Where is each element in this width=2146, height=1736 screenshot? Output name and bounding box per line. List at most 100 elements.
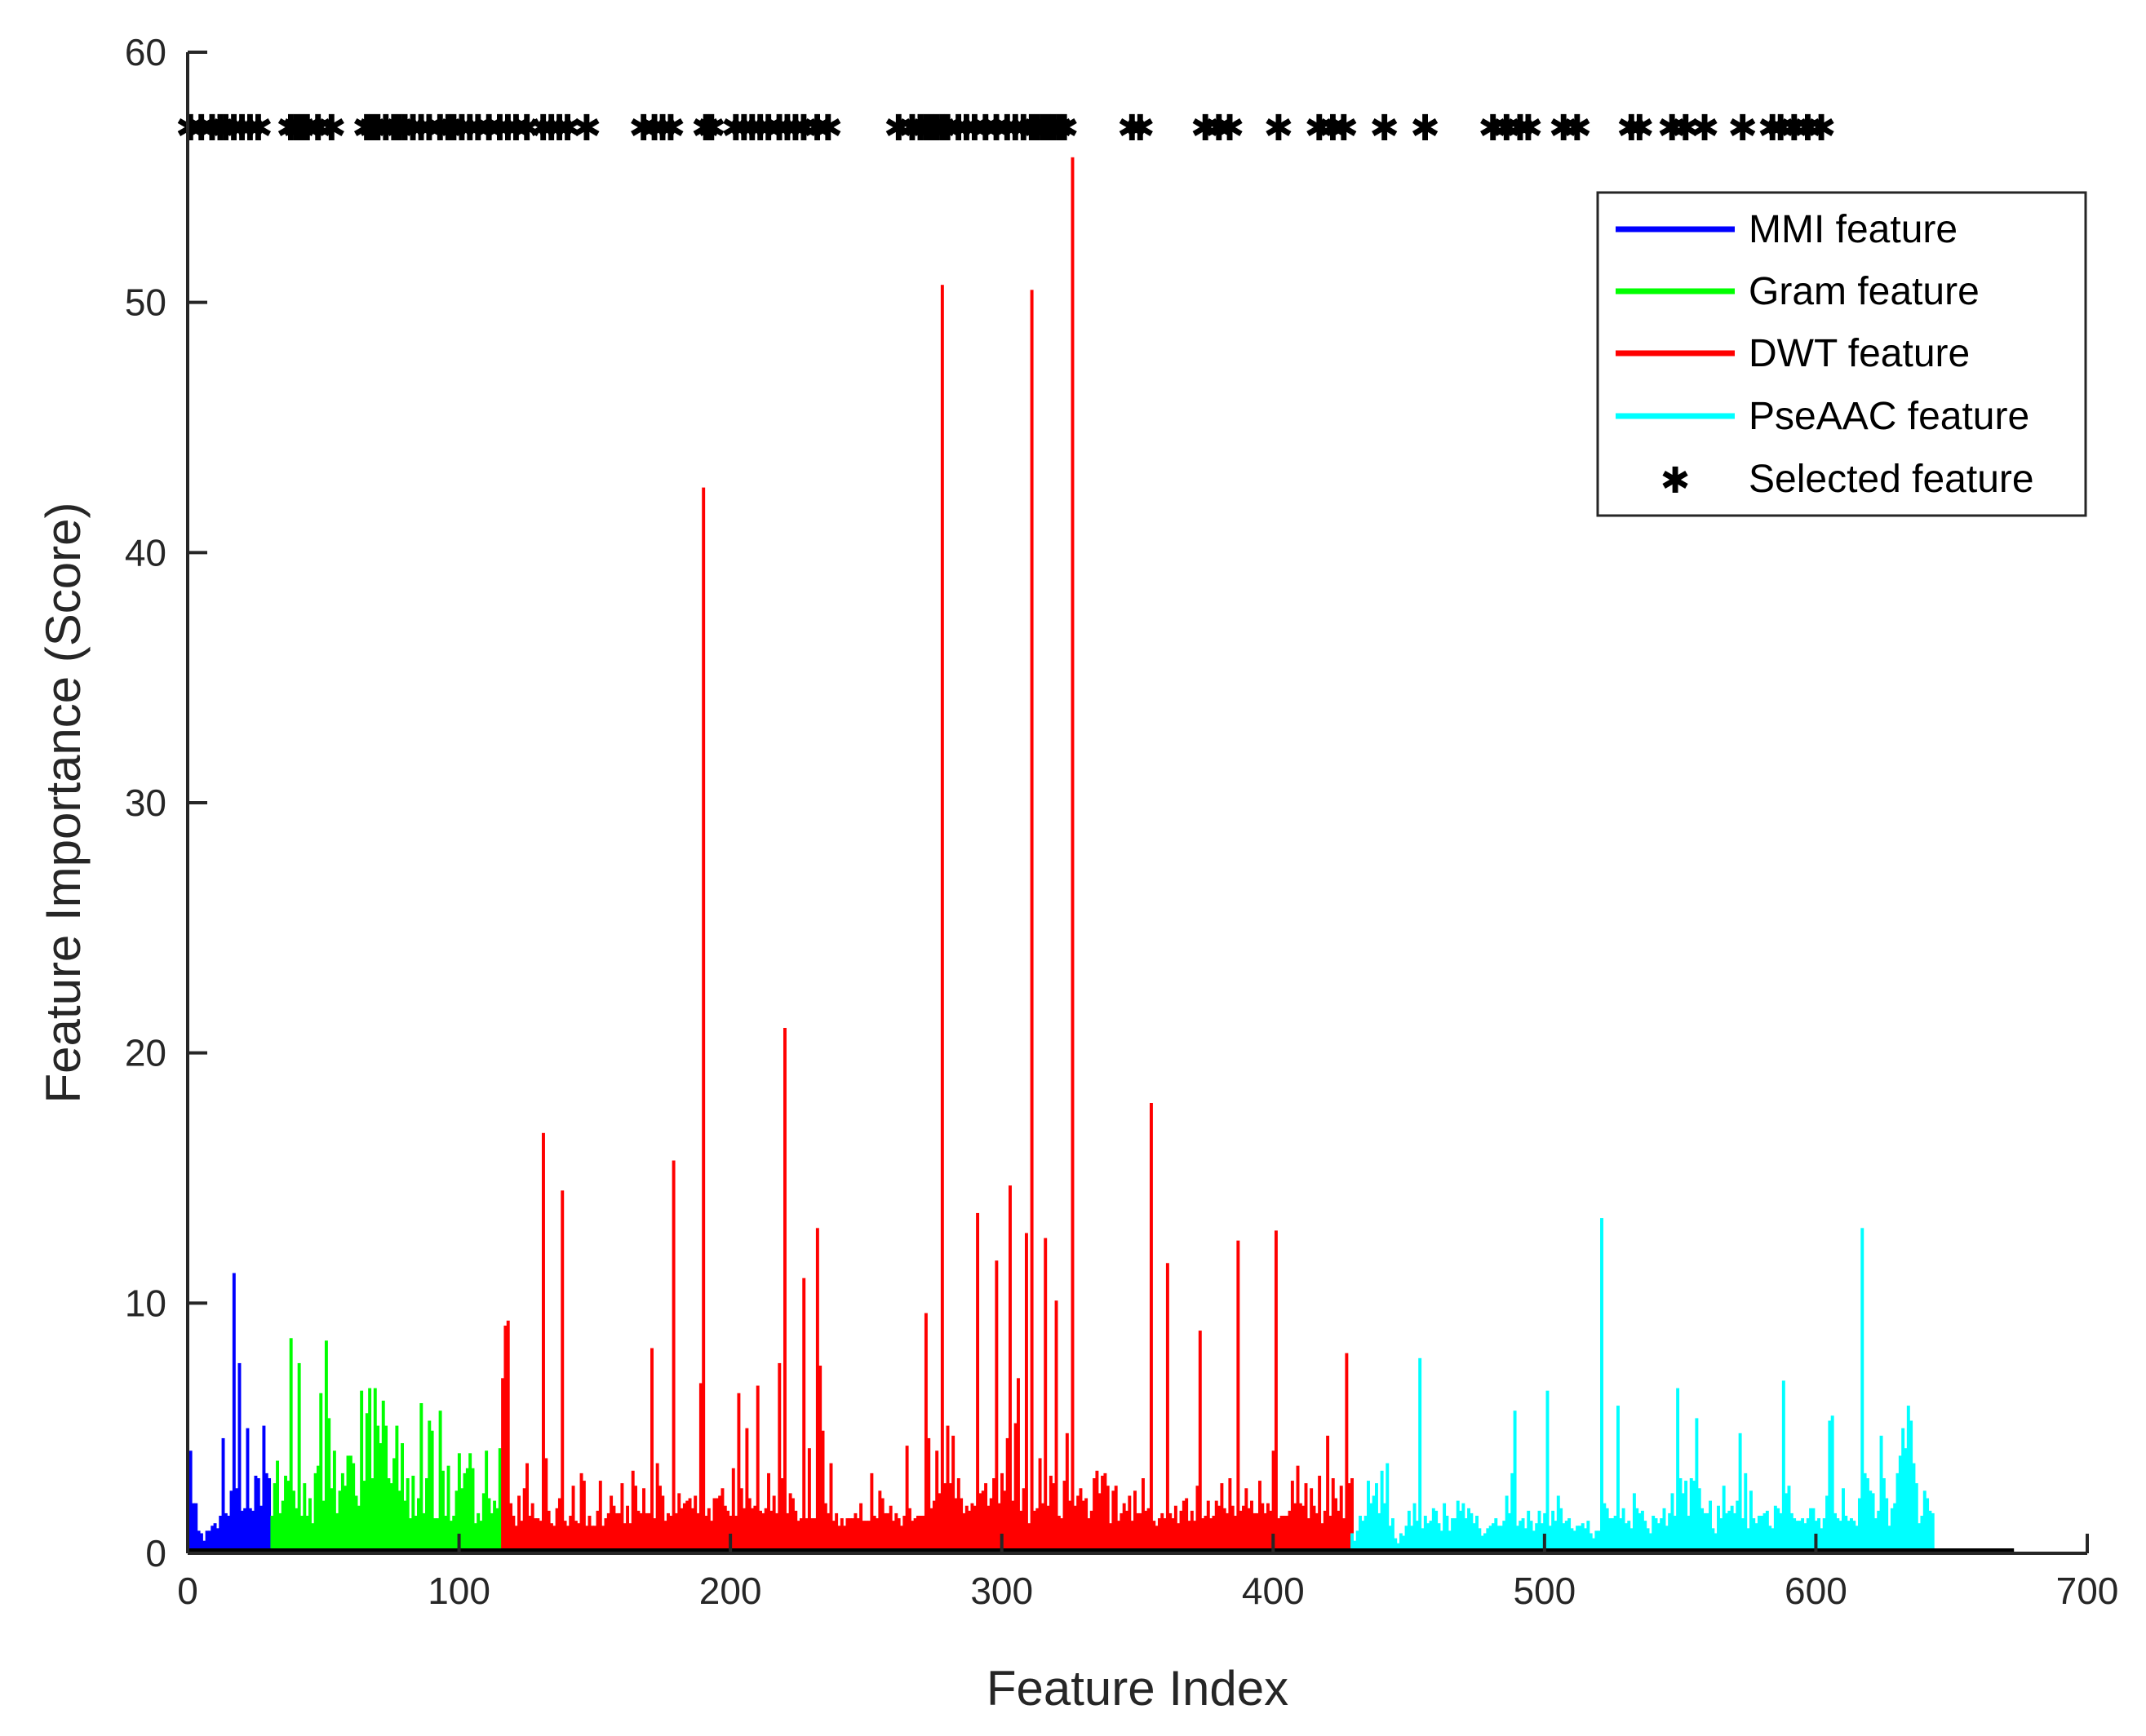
- bar: [984, 1483, 988, 1553]
- bar: [268, 1478, 272, 1553]
- bar: [1564, 1521, 1568, 1553]
- bar: [1576, 1526, 1580, 1553]
- bar: [1144, 1510, 1148, 1553]
- bar: [522, 1488, 526, 1553]
- bar: [1822, 1518, 1826, 1553]
- bar: [1266, 1503, 1270, 1553]
- bar: [1328, 1516, 1332, 1553]
- bar: [544, 1458, 548, 1553]
- bar: [1125, 1510, 1128, 1553]
- bar: [1906, 1406, 1910, 1553]
- bar: [1404, 1526, 1408, 1553]
- bar: [938, 1493, 942, 1553]
- bar: [1230, 1505, 1235, 1553]
- bar: [417, 1498, 420, 1553]
- selected-marker: ✱: [286, 108, 317, 149]
- bar: [1062, 1481, 1066, 1553]
- bar: [1695, 1418, 1699, 1553]
- bar: [1198, 1331, 1202, 1553]
- bar: [495, 1508, 499, 1553]
- bar: [1909, 1420, 1913, 1553]
- bar: [1640, 1510, 1644, 1553]
- bar: [381, 1400, 385, 1553]
- bar: [1668, 1512, 1672, 1553]
- bar: [987, 1505, 991, 1553]
- bar: [1586, 1521, 1590, 1553]
- bar: [1869, 1490, 1873, 1553]
- bar: [411, 1475, 415, 1553]
- bar: [707, 1508, 711, 1553]
- bar: [1288, 1510, 1292, 1553]
- bar: [387, 1478, 391, 1553]
- bar: [248, 1508, 252, 1553]
- bar: [425, 1478, 428, 1553]
- bar: [243, 1508, 247, 1553]
- x-axis-label: Feature Index: [987, 1661, 1288, 1716]
- bar: [1377, 1512, 1381, 1553]
- bar: [1703, 1512, 1707, 1553]
- bar: [262, 1425, 266, 1553]
- bar: [642, 1488, 645, 1553]
- bar: [1611, 1518, 1615, 1553]
- selected-marker: ✱: [211, 108, 241, 149]
- bar: [1643, 1521, 1647, 1553]
- bar: [1483, 1533, 1487, 1553]
- bar: [1567, 1518, 1572, 1553]
- bar: [1312, 1505, 1316, 1553]
- bar: [1863, 1472, 1867, 1553]
- bar: [1540, 1523, 1544, 1553]
- bar: [1255, 1512, 1259, 1553]
- bar: [1111, 1490, 1115, 1553]
- bar: [778, 1362, 782, 1553]
- bar: [542, 1132, 545, 1553]
- bar: [1049, 1475, 1053, 1553]
- selected-marker: ✱: [406, 108, 437, 149]
- bar: [1554, 1521, 1558, 1553]
- bar: [373, 1388, 377, 1553]
- bar: [726, 1510, 730, 1553]
- bar: [1711, 1528, 1715, 1553]
- bar: [207, 1530, 211, 1553]
- bar: [360, 1390, 364, 1553]
- bar: [951, 1435, 956, 1553]
- bar: [1754, 1523, 1758, 1553]
- bar: [1448, 1530, 1452, 1553]
- bar: [1060, 1518, 1064, 1553]
- bar: [313, 1472, 317, 1553]
- selected-marker: ✱: [501, 108, 531, 149]
- selected-marker: ✱: [292, 108, 322, 149]
- bar: [1128, 1495, 1132, 1553]
- bar: [1705, 1512, 1709, 1553]
- series-dwt-feature: [501, 157, 1354, 1554]
- bar: [1608, 1518, 1612, 1553]
- bar: [1263, 1512, 1267, 1553]
- bar: [690, 1508, 694, 1553]
- bar: [1293, 1503, 1297, 1553]
- bar: [1793, 1518, 1797, 1553]
- y-tick-label: 10: [125, 1282, 166, 1324]
- bar: [1887, 1526, 1891, 1553]
- bar: [1513, 1410, 1517, 1553]
- bar: [1155, 1526, 1159, 1553]
- bar: [1687, 1516, 1691, 1553]
- bar: [1548, 1526, 1552, 1553]
- bar: [1439, 1530, 1443, 1553]
- bar: [786, 1512, 790, 1553]
- bar: [311, 1523, 315, 1553]
- bar: [677, 1493, 681, 1553]
- selected-marker: ✱: [1264, 108, 1294, 149]
- bar: [1920, 1516, 1924, 1553]
- selected-marker: ✱: [982, 108, 1012, 149]
- bar: [1922, 1490, 1927, 1553]
- bar: [197, 1530, 201, 1553]
- bar: [1204, 1516, 1208, 1553]
- bar: [859, 1503, 863, 1553]
- bar: [1488, 1526, 1492, 1553]
- selected-marker: ✱: [970, 108, 1000, 149]
- bar: [305, 1516, 309, 1553]
- bar: [409, 1518, 412, 1553]
- bar: [626, 1505, 630, 1553]
- bar: [775, 1512, 778, 1553]
- bar: [848, 1518, 852, 1553]
- bar: [1367, 1481, 1370, 1553]
